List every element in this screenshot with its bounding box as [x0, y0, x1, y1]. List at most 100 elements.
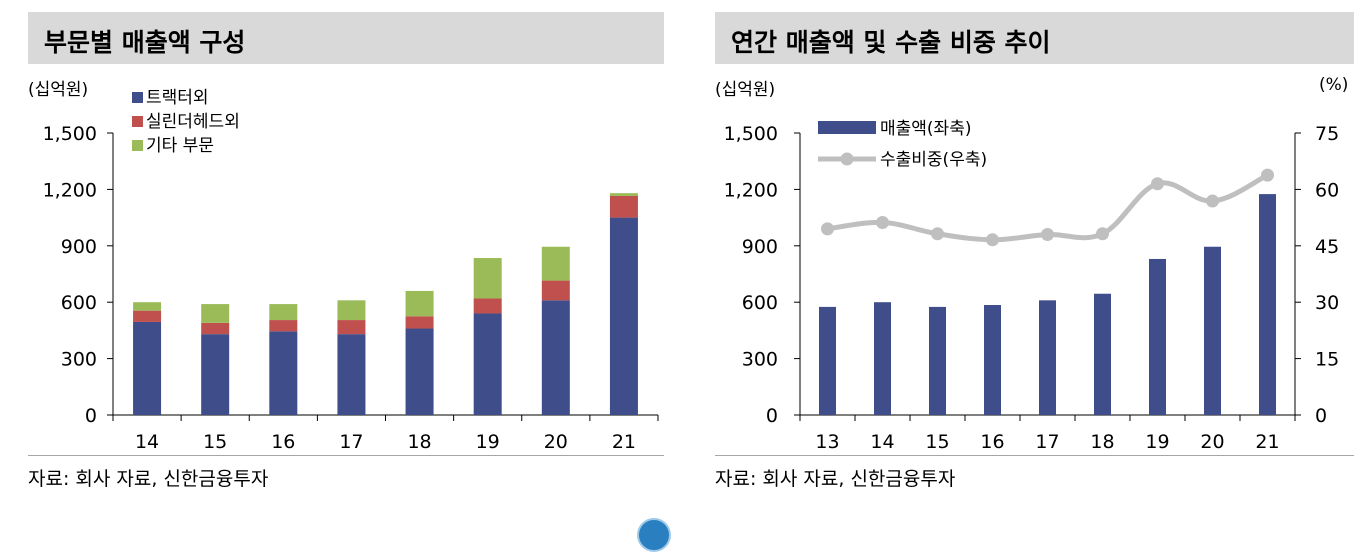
- left-bar-cylinder-head: [337, 320, 366, 335]
- right-bar-sales: [1039, 300, 1056, 415]
- right-line-point: [931, 227, 944, 241]
- left-bar-cylinder-head: [201, 322, 230, 335]
- right-line-point: [986, 233, 999, 247]
- right-bar-sales: [1259, 194, 1276, 415]
- right-x-tick-label: 19: [1145, 431, 1169, 453]
- left-bar-other: [201, 304, 230, 323]
- right-unit-left-label: (십억원): [715, 80, 776, 100]
- right-line-point: [821, 222, 834, 236]
- right-line-point: [1151, 177, 1164, 191]
- left-x-tick-label: 21: [612, 431, 636, 453]
- left-x-tick-label: 18: [407, 431, 431, 453]
- company-logo-icon: [637, 518, 671, 552]
- right-legend-bar-swatch: [818, 121, 876, 134]
- left-y-tick-label: 600: [61, 292, 97, 314]
- right-line-point: [876, 215, 889, 229]
- right-bar-sales: [929, 306, 946, 415]
- left-y-tick-label: 1,200: [43, 179, 97, 201]
- right-chart: 0 300 600 900 1,200 1,500 0 15 30 45 60 75 13 14 15 16 1…: [724, 119, 1340, 453]
- right-x-tick-label: 18: [1090, 431, 1114, 453]
- left-legend-label: 트랙터외: [146, 88, 209, 108]
- left-legend-swatch: [132, 140, 143, 151]
- left-chart-title: 부문별 매출액 구성: [44, 28, 246, 57]
- right-y-left-tick-label: 900: [742, 236, 778, 258]
- left-bar-tractor: [473, 313, 502, 415]
- left-x-tick-label: 17: [339, 431, 363, 453]
- right-bar-sales: [1204, 246, 1221, 415]
- left-bar-cylinder-head: [473, 298, 502, 314]
- left-unit-label: (십억원): [28, 80, 89, 100]
- left-legend-swatch: [132, 116, 143, 127]
- right-x-tick-label: 20: [1200, 431, 1224, 453]
- right-line-point: [1206, 194, 1219, 208]
- right-title-bar: 연간 매출액 및 수출 비중 추이: [715, 12, 1354, 64]
- left-x-tick-label: 14: [135, 431, 159, 453]
- right-legend-bar-label: 매출액(좌축): [880, 119, 971, 139]
- left-bar-tractor: [269, 331, 298, 415]
- right-y-right-tick-label: 60: [1315, 179, 1339, 201]
- right-y-left-tick-label: 600: [742, 292, 778, 314]
- right-line-point: [1261, 168, 1274, 182]
- right-x-tick-label: 13: [815, 431, 839, 453]
- left-bar-cylinder-head: [269, 320, 298, 332]
- left-bar-tractor: [609, 217, 638, 415]
- right-bar-sales: [1149, 258, 1166, 415]
- left-bar-cylinder-head: [133, 310, 162, 322]
- left-bar-cylinder-head: [405, 316, 434, 329]
- right-bar-sales: [984, 305, 1001, 415]
- right-y-left-tick-label: 300: [742, 349, 778, 371]
- right-x-tick-label: 16: [980, 431, 1004, 453]
- right-x-tick-label: 14: [870, 431, 894, 453]
- right-bar-sales: [819, 306, 836, 415]
- left-legend-label: 실린더헤드외: [146, 112, 240, 132]
- right-line-point: [1041, 228, 1054, 242]
- left-bar-tractor: [337, 334, 366, 415]
- right-y-right-tick-label: 0: [1315, 405, 1327, 427]
- left-x-tick-label: 15: [203, 431, 227, 453]
- left-bar-tractor: [405, 328, 434, 415]
- left-legend-swatch: [132, 92, 143, 103]
- right-y-right-tick-label: 15: [1315, 349, 1339, 371]
- right-x-tick-label: 17: [1035, 431, 1059, 453]
- right-y-right-tick-label: 75: [1315, 123, 1339, 145]
- right-bar-sales: [1094, 293, 1111, 415]
- left-chart: 0 300 600 900 1,200 1,500 14 15 16 17 18 19 20 21 트랙터외…: [43, 88, 659, 453]
- left-bar-other: [405, 290, 434, 317]
- left-bar-other: [609, 193, 638, 196]
- left-bar-other: [473, 258, 502, 299]
- right-legend-line-marker: [840, 152, 854, 166]
- left-bar-other: [269, 304, 298, 321]
- left-y-tick-label: 900: [61, 236, 97, 258]
- right-bar-sales: [874, 302, 891, 415]
- left-bar-other: [133, 302, 162, 311]
- left-bar-other: [541, 246, 570, 281]
- right-source-divider: [715, 455, 1354, 456]
- right-panel: 연간 매출액 및 수출 비중 추이 (십억원) (%) 0 300 600 900 1,…: [690, 0, 1366, 528]
- left-source: 자료: 회사 자료, 신한금융투자: [28, 468, 269, 490]
- left-x-tick-label: 20: [544, 431, 568, 453]
- right-y-left-tick-label: 1,500: [724, 123, 778, 145]
- right-y-right-tick-label: 30: [1315, 292, 1339, 314]
- left-y-tick-label: 300: [61, 349, 97, 371]
- left-panel: 부문별 매출액 구성 (십억원) 0 300 600 900 1,200 1,500 14 1…: [0, 0, 690, 528]
- left-bar-tractor: [541, 300, 570, 415]
- left-bar-tractor: [133, 321, 162, 415]
- left-bar-cylinder-head: [609, 195, 638, 218]
- right-y-right-tick-label: 45: [1315, 236, 1339, 258]
- right-source: 자료: 회사 자료, 신한금융투자: [715, 468, 956, 490]
- right-chart-title: 연간 매출액 및 수출 비중 추이: [731, 28, 1051, 57]
- left-title-bar: 부문별 매출액 구성: [28, 12, 664, 64]
- left-bar-other: [337, 300, 366, 321]
- right-legend-line-label: 수출비중(우축): [880, 150, 987, 170]
- left-x-tick-label: 16: [271, 431, 295, 453]
- right-y-left-tick-label: 0: [766, 405, 778, 427]
- right-x-tick-label: 15: [925, 431, 949, 453]
- left-source-divider: [28, 455, 664, 456]
- left-y-tick-label: 1,500: [43, 123, 97, 145]
- right-line-point: [1096, 227, 1109, 241]
- left-x-tick-label: 19: [476, 431, 500, 453]
- right-x-tick-label: 21: [1255, 431, 1279, 453]
- left-bar-cylinder-head: [541, 280, 570, 301]
- left-bar-tractor: [201, 334, 230, 415]
- left-legend-label: 기타 부문: [146, 136, 214, 156]
